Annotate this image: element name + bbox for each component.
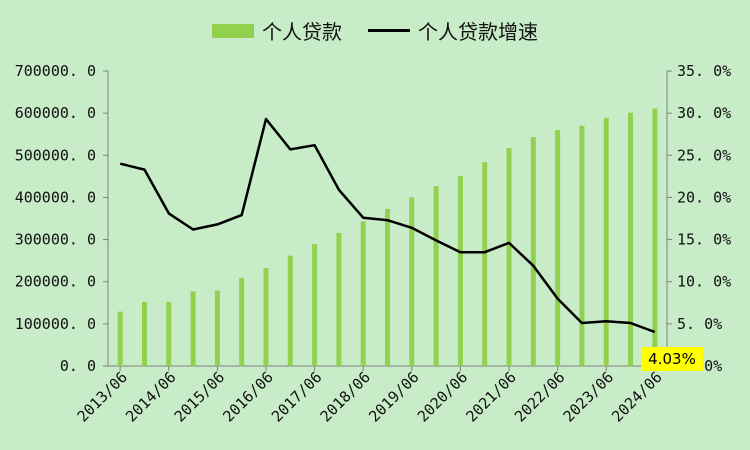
- x-tick-label: 2014/06: [122, 368, 179, 425]
- y-left-tick-label: 500000. 0: [15, 146, 96, 164]
- y-left-tick-label: 200000. 0: [15, 273, 96, 291]
- bar-personal-loans: [579, 125, 585, 367]
- x-tick-label: 2022/06: [511, 368, 568, 425]
- y-right-tick-label: 15. 0%: [677, 231, 731, 249]
- bar-personal-loans: [239, 277, 245, 366]
- legend-line-swatch: [368, 29, 410, 32]
- bar-personal-loans: [287, 255, 293, 366]
- y-right-tick-label: 30. 0%: [677, 104, 731, 122]
- latest-value-callout: 4.03%: [641, 347, 703, 371]
- x-tick-label: 2017/06: [268, 368, 325, 425]
- bar-personal-loans: [360, 221, 366, 366]
- x-tick-label: 2016/06: [219, 368, 276, 425]
- y-right-tick-label: 35. 0%: [677, 62, 731, 80]
- bar-personal-loans: [263, 268, 269, 366]
- bar-personal-loans: [117, 311, 123, 366]
- y-left-tick-label: 700000. 0: [15, 62, 96, 80]
- x-tick-label: 2021/06: [462, 368, 519, 425]
- bar-personal-loans: [336, 232, 342, 366]
- bar-personal-loans: [603, 117, 609, 367]
- bar-personal-loans: [312, 244, 318, 366]
- y-left-tick-label: 600000. 0: [15, 104, 96, 122]
- bar-personal-loans: [555, 130, 561, 366]
- bar-personal-loans: [482, 162, 488, 366]
- bar-personal-loans: [409, 197, 415, 366]
- y-left-tick-label: 100000. 0: [15, 315, 96, 333]
- bar-personal-loans: [506, 148, 512, 366]
- bar-personal-loans: [530, 137, 536, 366]
- bar-personal-loans: [652, 108, 658, 366]
- bar-personal-loans: [190, 291, 196, 366]
- y-right-tick-label: 25. 0%: [677, 146, 731, 164]
- legend-bar-swatch: [212, 23, 254, 38]
- chart-legend: 个人贷款 个人贷款增速: [0, 16, 750, 45]
- bar-personal-loans: [141, 301, 147, 366]
- legend-item-line: 个人贷款增速: [368, 16, 538, 45]
- x-tick-label: 2020/06: [414, 368, 471, 425]
- y-left-tick-label: 0. 0: [60, 357, 96, 375]
- x-tick-label: 2013/06: [74, 368, 131, 425]
- bar-personal-loans: [628, 112, 634, 366]
- legend-bar-label: 个人贷款: [262, 20, 342, 44]
- legend-item-bar: 个人贷款: [212, 16, 342, 45]
- bar-personal-loans: [166, 301, 172, 366]
- y-right-tick-label: 20. 0%: [677, 188, 731, 206]
- y-right-tick-label: 10. 0%: [677, 273, 731, 291]
- bar-personal-loans: [214, 290, 220, 366]
- y-right-tick-label: 5. 0%: [677, 315, 722, 333]
- x-tick-label: 2018/06: [317, 368, 374, 425]
- y-left-tick-label: 300000. 0: [15, 231, 96, 249]
- x-tick-label: 2024/06: [608, 368, 665, 425]
- x-tick-label: 2015/06: [171, 368, 228, 425]
- bar-personal-loans: [457, 175, 463, 366]
- bar-personal-loans: [385, 208, 390, 366]
- legend-line-label: 个人贷款增速: [418, 20, 538, 44]
- x-tick-label: 2019/06: [365, 368, 422, 425]
- line-personal-loan-growth: [119, 117, 656, 334]
- x-tick-label: 2023/06: [560, 368, 617, 425]
- bar-personal-loans: [433, 186, 439, 366]
- y-left-tick-label: 400000. 0: [15, 188, 96, 206]
